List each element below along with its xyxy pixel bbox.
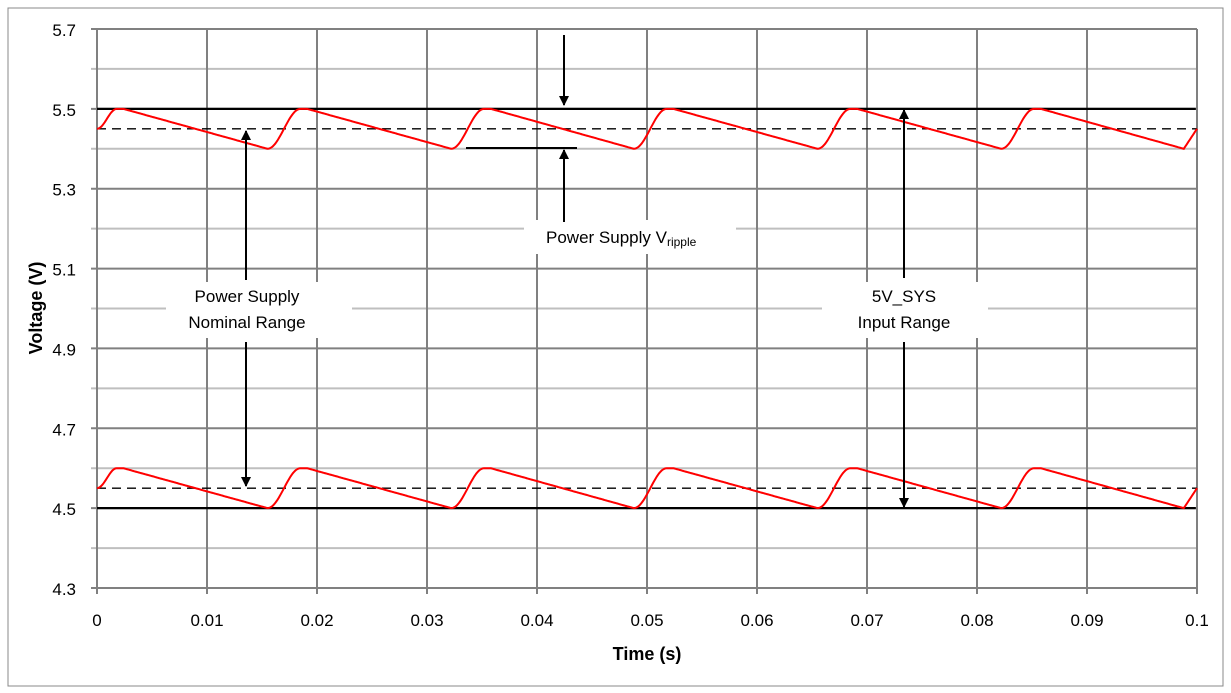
x-tick-label: 0.09 <box>1070 611 1103 630</box>
x-tick-label: 0.1 <box>1185 611 1209 630</box>
nominal-range-label: Nominal Range <box>188 313 305 332</box>
input-range-label-bg <box>822 282 988 338</box>
y-tick-label: 5.7 <box>52 21 76 40</box>
input-range-label: 5V_SYS <box>872 287 936 306</box>
tick-labels: 0 0.01 0.02 0.03 0.04 0.05 0.06 0.07 0.08 0.09 0.1… <box>52 21 1208 630</box>
x-tick-label: 0.01 <box>190 611 223 630</box>
lower-ripple-waveform <box>96 467 1198 510</box>
y-tick-label: 5.1 <box>52 261 76 280</box>
nominal-range-label: Power Supply <box>195 287 300 306</box>
series-group <box>96 107 1198 510</box>
reference-lines <box>97 107 1197 510</box>
input-range-label: Input Range <box>858 313 951 332</box>
ripple-label-bg <box>524 220 736 254</box>
y-tick-label: 5.5 <box>52 101 76 120</box>
y-tick-label: 4.5 <box>52 500 76 519</box>
y-tick-label: 5.3 <box>52 181 76 200</box>
y-axis-label: Voltage (V) <box>26 262 46 355</box>
x-tick-label: 0 <box>92 611 101 630</box>
y-tick-label: 4.3 <box>52 580 76 599</box>
x-axis-label: Time (s) <box>613 644 682 664</box>
x-tick-label: 0.07 <box>850 611 883 630</box>
annotations: Power Supply Nominal Range 5V_SYS Input Ran… <box>166 35 988 508</box>
chart-border <box>7 7 1224 687</box>
x-tick-label: 0.03 <box>410 611 443 630</box>
nominal-range-label-bg <box>166 282 352 338</box>
x-tick-label: 0.08 <box>960 611 993 630</box>
x-tick-label: 0.04 <box>520 611 553 630</box>
upper-ripple-waveform <box>96 107 1198 150</box>
y-tick-label: 4.7 <box>52 420 76 439</box>
x-tick-label: 0.06 <box>740 611 773 630</box>
x-tick-label: 0.05 <box>630 611 663 630</box>
ripple-label: Power Supply Vripple <box>546 228 697 249</box>
y-tick-label: 4.9 <box>52 340 76 359</box>
x-tick-label: 0.02 <box>300 611 333 630</box>
